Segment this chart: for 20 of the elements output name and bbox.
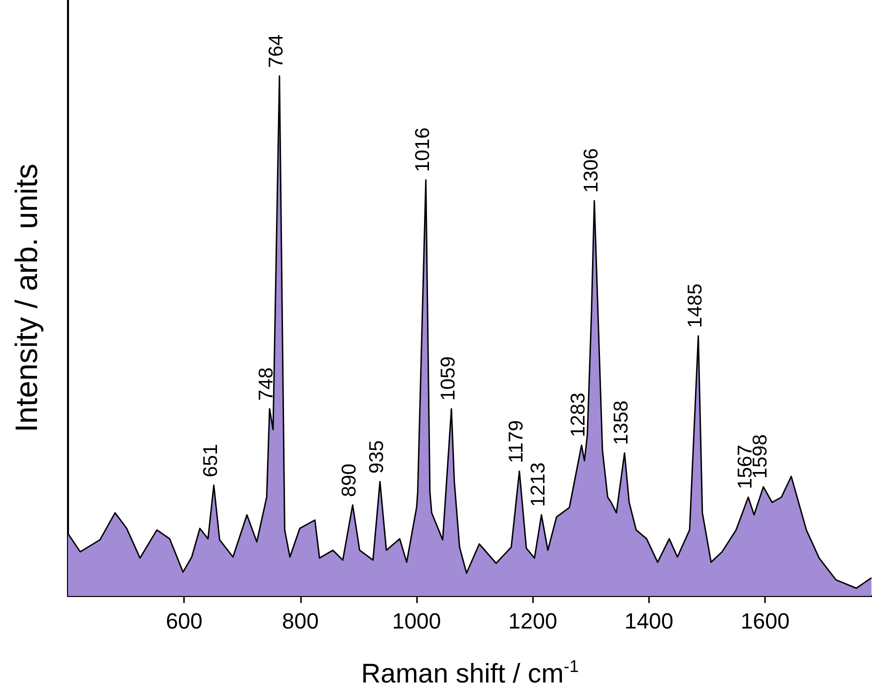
annotation: 651 [200, 444, 222, 478]
x-tick-label: 1400 [624, 608, 674, 634]
annotation: 890 [338, 464, 361, 497]
x-tick-label: 800 [282, 608, 319, 634]
annotation: 1059 [437, 356, 460, 401]
annotation: 1016 [412, 127, 434, 172]
annotation: 1306 [580, 148, 602, 193]
annotation: 1179 [505, 420, 528, 464]
annotation: 1485 [684, 283, 706, 328]
annotation: 1283 [568, 392, 590, 438]
annotation: 1358 [610, 400, 633, 445]
x-tick-label: 1200 [508, 608, 558, 634]
annotation: 764 [265, 34, 288, 68]
annotation: 935 [366, 440, 388, 474]
x-tick-label: 1000 [392, 608, 442, 634]
annotation: 748 [256, 367, 278, 401]
x-tick-label: 600 [166, 608, 203, 634]
y-axis-title: Intensity / arb. units [9, 164, 44, 432]
x-tick-label: 1600 [740, 608, 790, 634]
annotation: 1213 [527, 462, 550, 507]
